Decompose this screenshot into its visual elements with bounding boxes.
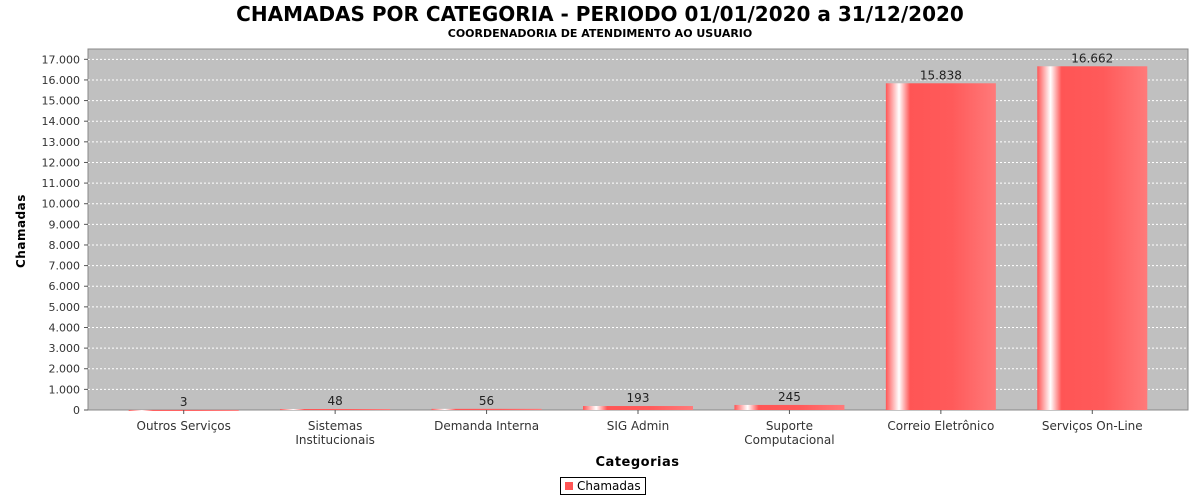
y-tick-label: 17.000: [42, 53, 81, 66]
y-tick-label: 16.000: [42, 74, 81, 87]
y-tick-label: 12.000: [42, 156, 81, 169]
data-label: 3: [180, 395, 188, 409]
x-tick-label: Sistemas: [308, 419, 363, 433]
y-tick-label: 1.000: [49, 383, 81, 396]
y-tick-label: 7.000: [49, 260, 81, 273]
y-tick-label: 14.000: [42, 115, 81, 128]
data-label: 56: [479, 394, 494, 408]
y-tick-label: 2.000: [49, 363, 81, 376]
bar: [734, 404, 845, 410]
data-label: 16.662: [1071, 51, 1113, 65]
legend: Chamadas: [560, 477, 646, 495]
y-tick-label: 8.000: [49, 239, 81, 252]
x-tick-label: Serviços On-Line: [1042, 419, 1143, 433]
grid-lines: [88, 58, 1188, 390]
y-tick-label: 3.000: [49, 342, 81, 355]
x-tick-label: Computacional: [744, 433, 834, 447]
bar: [583, 406, 693, 410]
y-tick-label: 4.000: [49, 321, 81, 334]
y-axis: 0 1.000 2.000 3.000 4.000 5.000 6.000 7.000 8.00…: [42, 53, 88, 417]
bar: [885, 83, 996, 411]
x-tick-label: SIG Admin: [607, 419, 670, 433]
bar: [280, 409, 391, 411]
x-tick-label: Outros Serviços: [137, 419, 231, 433]
y-axis-label: Chamadas: [14, 194, 28, 268]
legend-swatch: [565, 482, 573, 490]
y-tick-label: 6.000: [49, 280, 81, 293]
chart-title: CHAMADAS POR CATEGORIA - PERIODO 01/01/2…: [236, 2, 964, 26]
bars: 3 48 56 193 245 15.838 16.662: [128, 51, 1148, 411]
data-label: 193: [627, 391, 650, 405]
data-label: 245: [778, 390, 801, 404]
bar: [1037, 66, 1148, 410]
x-tick-label: Correio Eletrônico: [887, 419, 994, 433]
x-tick-label: Institucionais: [295, 433, 375, 447]
y-tick-label: 0: [73, 404, 80, 417]
y-tick-label: 10.000: [42, 198, 81, 211]
y-tick-label: 15.000: [42, 95, 81, 108]
legend-label: Chamadas: [577, 479, 641, 493]
y-tick-label: 13.000: [42, 136, 81, 149]
chart-subtitle: COORDENADORIA DE ATENDIMENTO AO USUARIO: [447, 27, 753, 40]
data-label: 15.838: [920, 68, 962, 82]
y-tick-label: 11.000: [42, 177, 81, 190]
bar: [431, 408, 542, 410]
x-tick-label: Suporte: [766, 419, 813, 433]
x-tick-label: Demanda Interna: [434, 419, 539, 433]
data-label: 48: [328, 394, 343, 408]
x-axis-label: Categorias: [595, 455, 680, 470]
y-tick-label: 9.000: [49, 218, 81, 231]
plot-area: [87, 48, 1189, 411]
y-tick-label: 5.000: [49, 301, 81, 314]
